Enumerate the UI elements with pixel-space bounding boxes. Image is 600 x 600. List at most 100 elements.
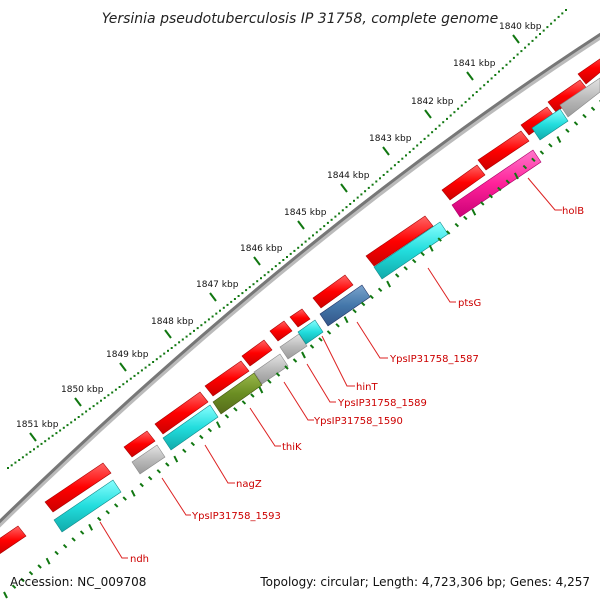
gene-label-YpsIP31758_1587[interactable]: YpsIP31758_1587 [389,354,479,365]
minor-tick [29,450,32,453]
minor-tick [181,338,184,341]
minor-tick [233,298,236,300]
minor-tick [167,349,169,352]
minor-tick [159,355,162,358]
lower-tick [156,469,162,474]
minor-tick [174,344,177,347]
gene-forward[interactable] [441,164,486,201]
gene-forward[interactable] [312,274,354,309]
gene-forward[interactable] [154,391,209,435]
minor-tick [207,318,210,321]
gene-forward[interactable] [44,462,112,513]
gene-forward[interactable] [123,430,156,458]
minor-tick [18,459,21,461]
lower-tick [394,273,400,278]
minor-tick [371,183,374,186]
lower-tick [224,414,230,419]
lower-tick [454,222,460,228]
minor-tick [185,335,188,338]
minor-tick [163,352,166,355]
major-tick [424,109,432,119]
lower-tick [565,128,570,133]
major-tick [164,329,172,339]
gene-label-hinT[interactable]: hinT [356,382,378,393]
minor-tick [111,391,114,394]
scale-label: 1844 kbp [327,171,370,181]
minor-tick [55,432,58,435]
gene-forward[interactable] [241,339,273,367]
genome-backbone [0,32,600,524]
minor-tick [96,402,99,405]
minor-tick [505,63,508,66]
gene-reverse-nagZ[interactable] [162,404,219,451]
minor-tick [33,448,35,451]
leader-ndh [99,521,128,559]
minor-tick [379,177,381,180]
minor-tick [256,280,259,283]
gene-reverse[interactable] [531,108,569,141]
lower-tick [335,323,340,328]
leader-ptsG [427,267,456,303]
gene-label-nagZ[interactable]: nagZ [236,479,262,490]
minor-tick [62,426,65,429]
minor-tick [330,218,333,221]
gene-label-YpsIP31758_1593[interactable]: YpsIP31758_1593 [191,511,281,522]
gene-forward[interactable] [477,130,530,171]
minor-tick [248,286,251,289]
minor-tick [114,388,117,391]
gene-label-YpsIP31758_1590[interactable]: YpsIP31758_1590 [313,416,403,427]
gene-reverse-holB[interactable] [451,149,542,218]
scale-labels: 1840 kbp 1841 kbp 1842 kbp 1843 kbp 1844 kbp… [16,22,542,442]
lower-tick [173,455,179,463]
gene-reverse-thiK[interactable] [212,372,263,415]
minor-tick [356,196,359,199]
lower-tick [386,280,391,288]
gene-forward[interactable] [204,360,250,397]
gene-reverse[interactable] [559,77,600,118]
minor-tick [40,442,43,445]
gene-reverse-YpsIP31758_1590[interactable] [253,353,289,385]
minor-tick [553,19,556,22]
minor-tick [140,369,143,372]
gene-label-ptsG[interactable]: ptsG [458,298,481,309]
minor-tick [222,306,225,309]
minor-tick [360,193,363,196]
gene-reverse-ndh[interactable] [53,479,122,533]
minor-tick [211,315,214,318]
gene-reverse-ptsG[interactable] [373,221,449,280]
gene-label-holB[interactable]: holB [562,206,584,217]
minor-tick [486,80,489,83]
gene-label-YpsIP31758_1589[interactable]: YpsIP31758_1589 [337,398,427,409]
minor-tick [382,174,385,176]
gene-forward[interactable] [365,215,434,267]
lower-tick [62,543,68,549]
label-leader-lines [99,177,562,559]
minor-tick [300,243,303,246]
minor-tick [412,147,415,150]
minor-tick [293,249,296,252]
minor-tick [423,137,426,140]
lower-tick [199,434,204,440]
lower-tick [428,244,434,252]
lower-tick [463,215,468,221]
gene-reverse-YpsIP31758_1587[interactable] [319,284,371,327]
minor-tick [453,111,456,114]
gene-label-ndh[interactable]: ndh [130,554,149,565]
gene-reverse-hinT[interactable] [297,319,324,345]
minor-tick [59,429,62,432]
gene-forward[interactable] [577,52,600,85]
gene-forward[interactable] [0,525,27,555]
minor-tick [245,289,248,292]
gene-forward[interactable] [269,320,293,342]
minor-tick [189,332,192,335]
gene-label-thiK[interactable]: thiK [282,442,302,453]
minor-tick [475,91,478,93]
gene-reverse-YpsIP31758_1589[interactable] [279,333,308,360]
minor-tick [14,461,17,464]
topology-text: Topology: circular; Length: 4,723,306 bp… [259,575,590,589]
gene-reverse-YpsIP31758_1593[interactable] [131,444,166,475]
lower-tick [165,462,170,467]
minor-tick [219,309,221,312]
gene-forward[interactable] [289,308,311,328]
